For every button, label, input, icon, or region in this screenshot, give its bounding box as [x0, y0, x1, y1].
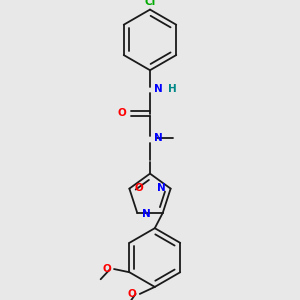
- Text: O: O: [128, 289, 136, 299]
- Text: N: N: [154, 133, 163, 143]
- Text: N: N: [154, 84, 163, 94]
- Text: O: O: [134, 183, 143, 193]
- Text: H: H: [168, 84, 176, 94]
- Text: O: O: [102, 264, 111, 274]
- Text: N: N: [158, 183, 166, 193]
- Text: O: O: [117, 108, 126, 118]
- Text: Cl: Cl: [144, 0, 156, 7]
- Text: N: N: [142, 208, 151, 218]
